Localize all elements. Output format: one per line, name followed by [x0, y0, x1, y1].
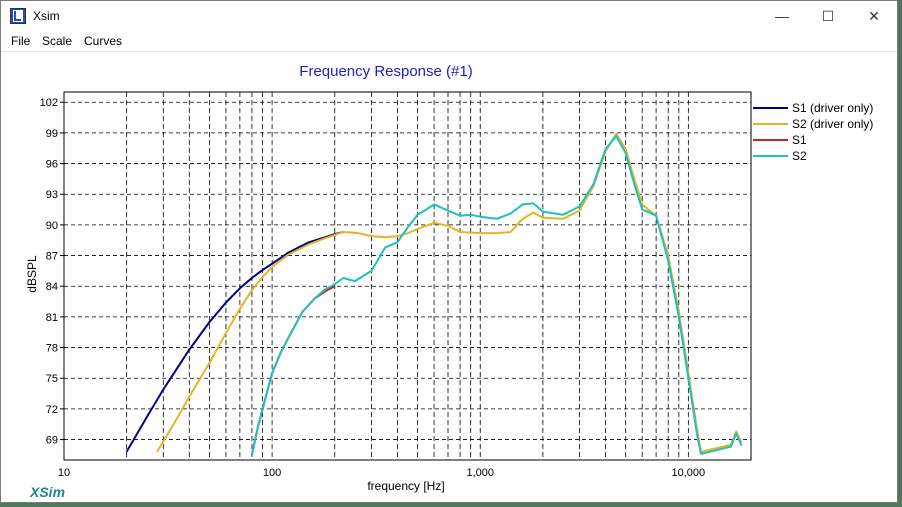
y-tick-label: 75 — [46, 373, 58, 385]
menu-curves[interactable]: Curves — [84, 34, 123, 48]
y-tick-label: 78 — [46, 343, 58, 355]
legend-label: S1 — [792, 133, 807, 147]
maximize-icon: ☐ — [821, 7, 835, 24]
minimize-icon: — — [775, 8, 789, 24]
legend-label: S1 (driver only) — [792, 101, 873, 115]
window-title: Xsim — [33, 9, 60, 23]
maximize-button[interactable]: ☐ — [805, 1, 851, 31]
series-line-1 — [125, 231, 344, 453]
chart-area: 10 100 1,000 10,000 69 72 75 78 81 84 87 90 93 96 99 1… — [1, 51, 897, 502]
y-tick-label: 84 — [46, 281, 58, 293]
y-axis-label: dBSPL — [25, 255, 39, 293]
menu-file[interactable]: File — [11, 34, 31, 48]
y-tick-label: 81 — [46, 312, 58, 324]
legend-label: S2 (driver only) — [792, 117, 873, 131]
menu-scale[interactable]: Scale — [42, 34, 73, 48]
y-tick-label: 93 — [46, 189, 58, 201]
y-tick-label: 72 — [46, 404, 58, 416]
x-axis-label: frequency [Hz] — [367, 479, 444, 493]
legend-label: S2 — [792, 149, 807, 163]
xsim-logo: XSim — [29, 484, 65, 500]
frequency-response-chart: 10 100 1,000 10,000 69 72 75 78 81 84 87 90 93 96 99 1… — [25, 63, 873, 500]
y-tick-label: 102 — [40, 97, 58, 109]
y-tick-label: 90 — [46, 220, 58, 232]
close-button[interactable]: ✕ — [851, 1, 897, 31]
title-bar: Xsim — ☐ ✕ — [1, 1, 897, 31]
close-icon: ✕ — [868, 7, 880, 24]
x-tick-label: 100 — [263, 467, 281, 479]
y-tick-label: 99 — [46, 128, 58, 140]
chart-title: Frequency Response (#1) — [299, 63, 472, 80]
x-tick-label: 1,000 — [466, 467, 494, 479]
xsim-app-icon — [10, 8, 26, 24]
menu-bar: File Scale Curves — [1, 31, 897, 51]
series-line-4 — [250, 135, 743, 456]
y-tick-label: 96 — [46, 159, 58, 171]
plot-frame — [63, 91, 752, 461]
x-tick-label: 10,000 — [672, 467, 706, 479]
y-tick-label: 87 — [46, 251, 58, 263]
minimize-button[interactable]: — — [759, 1, 805, 31]
x-tick-label: 10 — [58, 467, 70, 479]
y-tick-label: 69 — [46, 435, 58, 447]
